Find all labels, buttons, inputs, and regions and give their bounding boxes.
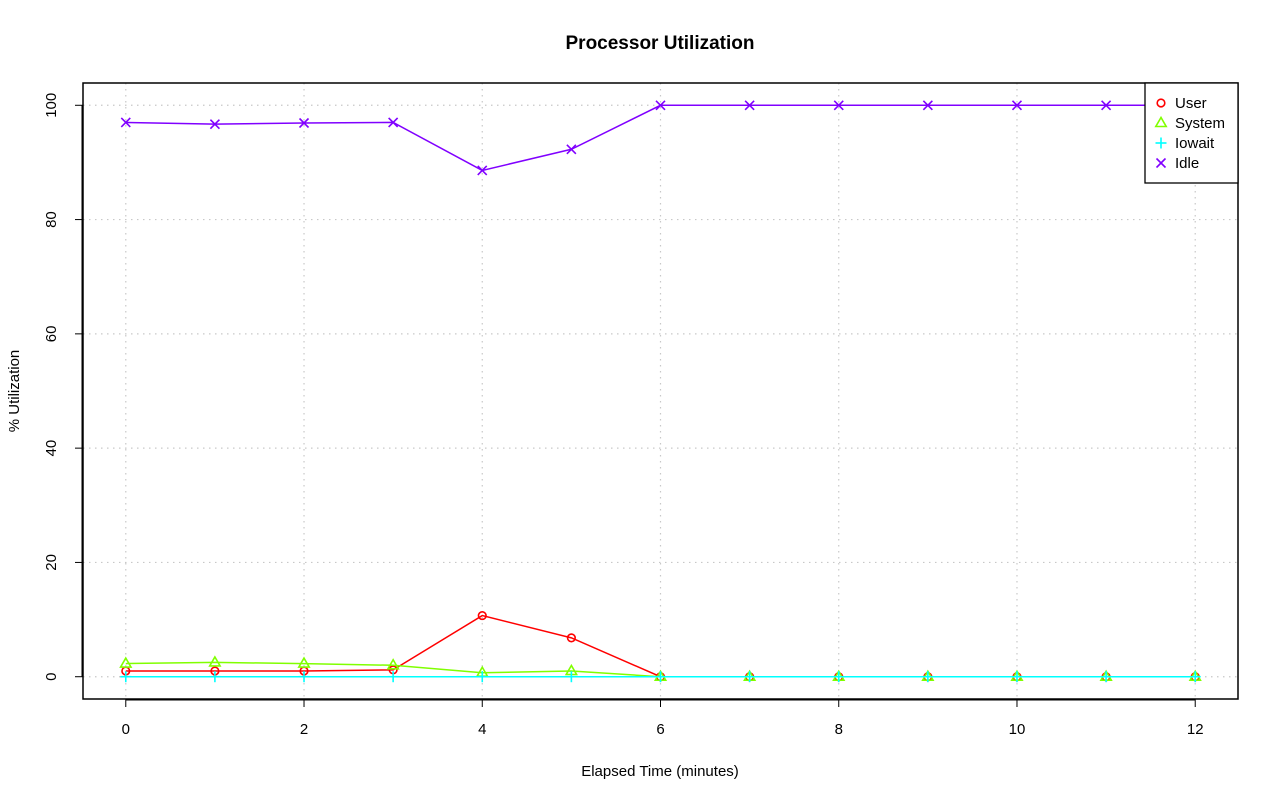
x-tick-label: 0 — [122, 721, 130, 738]
legend-marker-idle — [1155, 157, 1167, 169]
data-point-idle — [477, 165, 488, 176]
data-point-idle — [833, 100, 844, 111]
legend-marker-iowait — [1155, 137, 1167, 149]
x-tick-label: 12 — [1187, 721, 1204, 738]
legend-label-iowait: Iowait — [1175, 135, 1215, 152]
legend-entry-iowait: Iowait — [1155, 135, 1215, 152]
data-point-system — [208, 655, 222, 667]
data-point-iowait — [1189, 671, 1201, 683]
x-tick-label: 10 — [1009, 721, 1026, 738]
data-point-idle — [566, 144, 577, 155]
data-point-idle — [922, 100, 933, 111]
data-point-iowait — [922, 671, 934, 683]
data-point-iowait — [565, 671, 577, 683]
data-point-iowait — [1011, 671, 1023, 683]
legend-entry-user: User — [1156, 95, 1207, 112]
data-point-idle — [120, 117, 131, 128]
data-point-iowait — [298, 671, 310, 683]
data-point-iowait — [120, 671, 132, 683]
legend: User System Iowait Idle — [1144, 82, 1239, 184]
y-tick-label: 60 — [43, 326, 60, 343]
data-point-iowait — [387, 671, 399, 683]
data-point-user — [566, 633, 576, 643]
data-point-iowait — [655, 671, 666, 683]
data-point-iowait — [1100, 671, 1112, 683]
data-point-iowait — [744, 671, 756, 683]
data-point-iowait — [833, 671, 845, 683]
data-point-idle — [1101, 100, 1112, 111]
data-point-idle — [298, 117, 310, 129]
legend-marker-user — [1156, 98, 1166, 108]
x-tick-label: 6 — [656, 721, 664, 738]
data-point-idle — [744, 100, 755, 111]
x-axis-label: Elapsed Time (minutes) — [581, 763, 739, 780]
y-tick-label: 40 — [43, 440, 60, 457]
data-point-idle — [1011, 100, 1023, 111]
legend-label-user: User — [1175, 95, 1207, 112]
data-point-system — [386, 658, 400, 670]
data-point-idle — [655, 100, 666, 111]
x-tick-label: 8 — [835, 721, 843, 738]
chart-title: Processor Utilization — [566, 33, 755, 54]
data-point-idle — [209, 119, 220, 130]
legend-marker-system — [1154, 115, 1168, 128]
y-axis-label: % Utilization — [6, 350, 23, 433]
x-tick-label: 4 — [478, 721, 486, 738]
x-tick-label: 2 — [300, 721, 308, 738]
data-point-user — [477, 610, 487, 621]
data-point-system — [297, 656, 311, 668]
legend-entry-idle: Idle — [1155, 155, 1199, 172]
data-point-iowait — [209, 671, 221, 683]
legend-label-system: System — [1175, 115, 1225, 132]
series-layer — [119, 100, 1202, 683]
data-point-iowait — [476, 671, 488, 683]
data-point-system — [119, 656, 133, 668]
y-tick-label: 100 — [43, 93, 60, 118]
axes: 0 2 4 6 8 10 12 0 20 40 60 80 100 — [43, 93, 1204, 738]
y-tick-label: 80 — [43, 211, 60, 228]
legend-entry-system: System — [1154, 115, 1225, 132]
y-tick-label: 0 — [43, 673, 60, 681]
y-tick-label: 20 — [43, 554, 60, 571]
legend-label-idle: Idle — [1175, 155, 1199, 172]
data-point-idle — [388, 117, 399, 128]
